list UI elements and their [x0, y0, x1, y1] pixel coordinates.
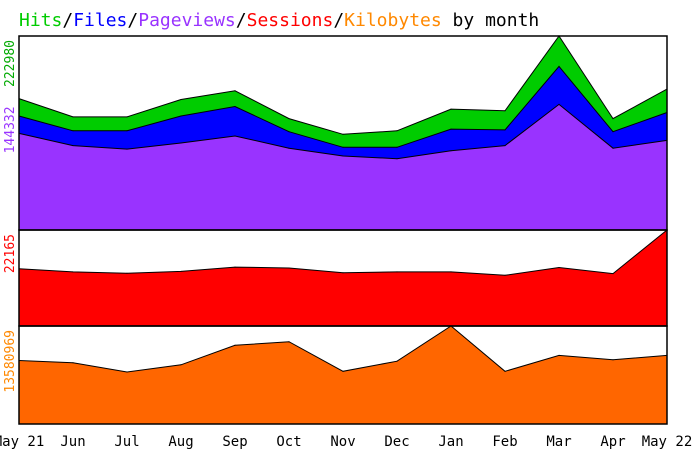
- title-part: Sessions: [247, 10, 334, 31]
- point-kilobytes: [612, 359, 614, 361]
- x-tick-label: Oct: [276, 434, 301, 450]
- point-hits: [180, 99, 182, 100]
- x-tick-label: Aug: [168, 434, 193, 450]
- point-kilobytes: [72, 362, 74, 364]
- point-pageviews: [180, 142, 182, 144]
- point-kilobytes: [180, 364, 182, 366]
- point-pageviews: [558, 103, 560, 105]
- bottom-ylabel-max: 13580969: [3, 330, 18, 393]
- point-kilobytes: [558, 354, 560, 356]
- title-part: /: [62, 10, 73, 31]
- middle-ylabel-max: 22165: [3, 234, 18, 273]
- point-files: [288, 131, 290, 133]
- top-ylabel-max: 222980: [3, 40, 18, 87]
- point-hits: [126, 116, 128, 118]
- x-tick-label: May 22: [642, 434, 693, 450]
- x-axis: May 21 Jun Jul Aug Sep Oct Nov Dec Jan Feb Mar Apr M…: [0, 434, 692, 450]
- area-kilobytes: [19, 326, 667, 424]
- point-pageviews: [504, 145, 506, 147]
- point-sessions: [342, 272, 344, 274]
- point-files: [180, 115, 182, 117]
- point-hits: [342, 133, 344, 135]
- title-part: /: [333, 10, 344, 31]
- x-tick-label: Mar: [546, 434, 571, 450]
- point-files: [504, 129, 506, 131]
- point-sessions: [180, 270, 182, 272]
- point-pageviews: [126, 148, 128, 150]
- point-hits: [504, 110, 506, 112]
- point-pageviews: [288, 147, 290, 149]
- point-files: [558, 65, 560, 67]
- point-files: [396, 146, 398, 148]
- x-tick-label: Sep: [222, 434, 247, 450]
- title-part: /: [236, 10, 247, 31]
- point-files: [72, 130, 74, 132]
- chart-title: Hits/Files/Pageviews/Sessions/Kilobytes …: [19, 10, 539, 31]
- point-sessions: [612, 273, 614, 275]
- point-files: [234, 106, 236, 107]
- point-sessions: [126, 272, 128, 274]
- point-pageviews: [72, 145, 74, 147]
- title-part: Hits: [19, 10, 62, 31]
- point-sessions: [234, 266, 236, 268]
- area-sessions: [19, 230, 667, 326]
- point-sessions: [288, 267, 290, 269]
- line-sessions: [18, 229, 668, 276]
- x-tick-label: Feb: [492, 434, 517, 450]
- title-part: Pageviews: [138, 10, 236, 31]
- point-pageviews: [396, 158, 398, 160]
- point-pageviews: [234, 135, 236, 137]
- point-sessions: [450, 271, 452, 273]
- point-hits: [288, 118, 290, 120]
- point-sessions: [396, 271, 398, 273]
- bottom-panel: 13580969: [3, 325, 668, 425]
- middle-panel: 22165: [3, 229, 668, 327]
- point-kilobytes: [126, 371, 128, 373]
- point-pageviews: [450, 150, 452, 152]
- point-pageviews: [612, 147, 614, 149]
- bottom-panel-frame: [18, 325, 668, 425]
- area-pageviews: [19, 104, 667, 230]
- point-sessions: [558, 267, 560, 268]
- point-kilobytes: [396, 360, 398, 362]
- x-tick-label: Jan: [438, 434, 463, 450]
- point-files: [450, 128, 452, 130]
- point-pageviews: [342, 155, 344, 157]
- point-kilobytes: [342, 370, 344, 372]
- point-kilobytes: [288, 341, 290, 343]
- point-sessions: [504, 274, 506, 276]
- title-part: Kilobytes: [344, 10, 442, 31]
- top-ylabel-secondary: 144332: [3, 106, 18, 153]
- x-tick-label: Jul: [114, 434, 139, 450]
- x-tick-label: Dec: [384, 434, 409, 450]
- x-tick-label: Nov: [330, 434, 355, 450]
- point-hits: [72, 116, 74, 118]
- point-hits: [396, 130, 398, 132]
- point-kilobytes: [504, 370, 506, 372]
- point-hits: [612, 118, 614, 120]
- x-tick-label: May 21: [0, 434, 44, 450]
- title-part: by month: [442, 10, 540, 31]
- title-part: Files: [73, 10, 127, 31]
- point-sessions: [72, 271, 74, 273]
- point-kilobytes: [234, 344, 236, 346]
- point-hits: [234, 90, 236, 92]
- title-part: /: [127, 10, 138, 31]
- top-panel: 222980 144332: [3, 35, 668, 231]
- point-files: [612, 131, 614, 133]
- x-tick-label: Jun: [60, 434, 85, 450]
- chart-panels: 222980 144332 22165 13580969: [3, 35, 668, 425]
- x-tick-label: Apr: [600, 434, 625, 450]
- point-files: [126, 130, 128, 132]
- point-hits: [450, 108, 452, 110]
- point-files: [342, 146, 344, 148]
